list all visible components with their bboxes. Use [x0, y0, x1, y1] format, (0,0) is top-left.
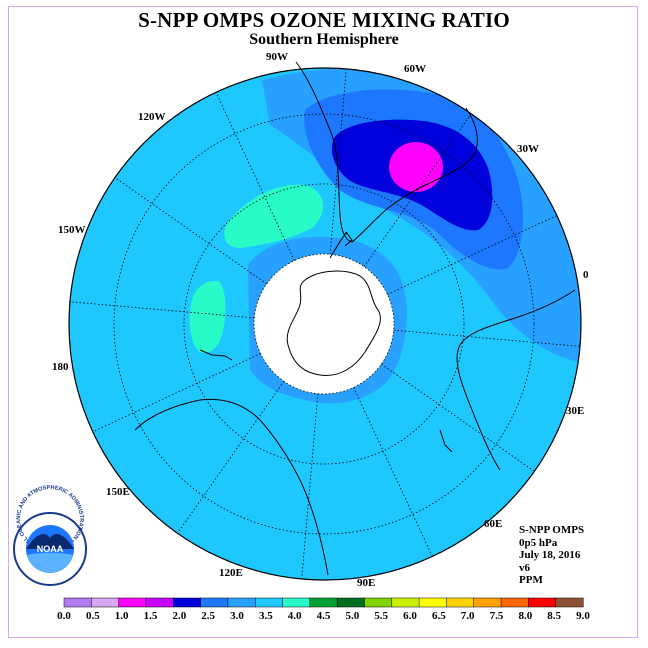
colorbar-tick-label: 4.5 — [317, 610, 331, 622]
lon-label-60w: 60W — [404, 63, 426, 75]
page-frame — [8, 6, 638, 638]
parallel-60s — [183, 183, 465, 465]
product-info: S-NPP OMPS 0p5 hPa July 18, 2016 v6 PPM — [519, 524, 584, 587]
colorbar-tick-label: 1.5 — [144, 610, 158, 622]
meridian-line — [215, 91, 295, 261]
info-units: PPM — [519, 574, 543, 586]
colorbar-swatch — [254, 597, 284, 608]
meridian-line — [114, 176, 267, 285]
colorbar-tick-label: 7.5 — [490, 610, 504, 622]
colorbar-tick-label: 1.0 — [115, 610, 129, 622]
colorbar-tick-label: 2.5 — [201, 610, 215, 622]
colorbar-swatch — [145, 597, 174, 608]
graticule — [113, 113, 535, 535]
meridians — [68, 68, 580, 580]
meridian-line — [68, 301, 255, 319]
colorbar-swatch — [528, 597, 557, 608]
colorbar-tick-label: 5.5 — [374, 610, 388, 622]
colorbar-labels: 0.0 0.5 1.0 1.5 2.0 2.5 3.0 3.5 4.0 4.5 5.0 5.5 6.0 6… — [57, 610, 590, 622]
colorbar-tick-label: 8.0 — [518, 610, 532, 622]
colorbar-swatch — [336, 597, 366, 608]
colorbar-swatch — [282, 597, 311, 608]
colorbar-tick-label: 8.5 — [547, 610, 561, 622]
lon-label-90e: 90E — [357, 577, 375, 589]
lon-label-180: 180 — [52, 361, 69, 373]
colorbar-swatch — [173, 597, 202, 608]
coast-madagascar — [439, 429, 453, 453]
field-1-0-to-1-5 — [389, 142, 443, 192]
parallel-50s — [113, 113, 535, 535]
coast-south-america — [295, 61, 478, 243]
info-version: v6 — [519, 561, 530, 574]
colorbar-tick-label: 4.0 — [288, 610, 302, 622]
lon-label-30w: 30W — [517, 143, 539, 155]
colorbar-swatch — [500, 597, 529, 608]
coast-australia — [134, 398, 329, 576]
logo-bird-icon — [26, 533, 74, 549]
colorbar-swatch — [364, 597, 393, 608]
colorbar-swatch — [309, 597, 338, 608]
map-border — [68, 67, 582, 581]
meridian-line — [381, 363, 534, 472]
meridian-line — [353, 387, 433, 557]
colorbar-swatch — [555, 597, 584, 608]
colorbar-swatch — [473, 597, 502, 608]
coast-antarctica — [286, 270, 381, 376]
colorbar-swatch — [91, 597, 120, 608]
polar-night-no-data — [254, 254, 394, 394]
lon-label-120w: 120W — [138, 111, 166, 123]
lon-label-30e: 30E — [566, 405, 584, 417]
lon-label-150w: 150W — [58, 224, 86, 236]
coastlines — [134, 61, 576, 576]
coast-antarctic-peninsula — [329, 231, 353, 259]
colorbar-tick-label: 6.5 — [432, 610, 446, 622]
info-date: July 18, 2016 — [519, 549, 581, 561]
colorbar-tick-label: 0.0 — [57, 610, 71, 622]
colorbar-swatch — [418, 597, 447, 608]
lon-label-150e: 150E — [106, 486, 130, 498]
colorbar-tick-label: 3.0 — [230, 610, 244, 622]
colorbar-tick-label: 2.0 — [172, 610, 186, 622]
map-subtitle: Southern Hemisphere — [249, 31, 399, 48]
colorbar-swatch — [227, 597, 256, 608]
meridian-line — [387, 215, 557, 295]
colorbar-swatch — [391, 597, 420, 608]
colorbar-swatch — [118, 597, 147, 608]
lon-label-0: 0 — [583, 269, 589, 281]
lon-label-90w: 90W — [266, 51, 288, 63]
map-title: S-NPP OMPS OZONE MIXING RATIO — [138, 8, 510, 32]
meridian-line — [329, 68, 347, 255]
meridian-line — [393, 329, 580, 347]
meridian-line — [301, 393, 319, 580]
colorbar-swatch — [63, 597, 92, 608]
info-level: 0p5 hPa — [519, 536, 558, 549]
parallel-70s — [253, 253, 395, 395]
colorbar-tick-label: 3.5 — [259, 610, 273, 622]
colorbar-tick-label: 7.0 — [461, 610, 475, 622]
logo-wave-icon — [27, 552, 73, 573]
colorbar-swatches — [63, 597, 584, 608]
logo-text: NOAA — [37, 544, 64, 554]
colorbar-tick-label: 6.0 — [403, 610, 417, 622]
colorbar-tick-label: 5.0 — [345, 610, 359, 622]
meridian-line — [363, 114, 472, 267]
coast-new-zealand — [199, 349, 233, 361]
meridian-line — [176, 381, 285, 534]
colorbar-tick-label: 0.5 — [86, 610, 100, 622]
info-product: S-NPP OMPS — [519, 524, 585, 536]
lon-label-60e: 60E — [484, 518, 502, 530]
colorbar-tick-label: 9.0 — [576, 610, 590, 622]
meridian-line — [91, 353, 261, 433]
longitude-labels: 90W 60W 120W 30W 150W 0 180 30E 150E 60E… — [52, 51, 589, 589]
field-3-5-to-4-0-b — [189, 280, 226, 353]
coast-southern-africa — [456, 289, 576, 471]
lon-label-120e: 120E — [219, 567, 243, 579]
colorbar-swatch — [446, 597, 475, 608]
colorbar-swatch — [200, 597, 229, 608]
